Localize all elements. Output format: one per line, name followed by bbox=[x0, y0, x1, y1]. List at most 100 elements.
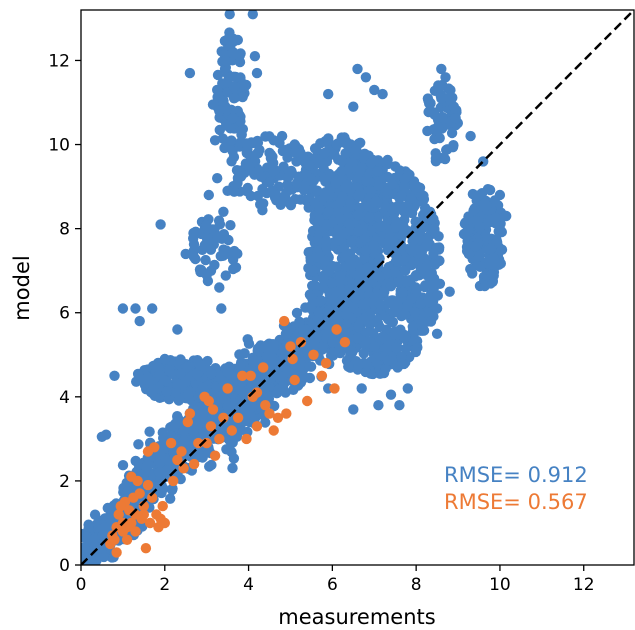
blue-data-point bbox=[277, 381, 289, 392]
blue-data-point bbox=[278, 161, 289, 172]
blue-data-point bbox=[415, 298, 426, 309]
x-axis: 0 2 4 6 8 10 12 bbox=[76, 565, 595, 595]
blue-data-point bbox=[89, 509, 101, 520]
blue-data-point bbox=[239, 348, 250, 359]
blue-data-point bbox=[409, 307, 421, 318]
blue-data-point bbox=[236, 129, 247, 140]
blue-data-point bbox=[336, 165, 347, 177]
blue-data-point bbox=[241, 185, 252, 197]
orange-data-point bbox=[331, 324, 342, 335]
blue-data-point bbox=[215, 250, 226, 262]
orange-data-point bbox=[260, 400, 271, 411]
blue-data-point bbox=[369, 84, 380, 96]
blue-data-point bbox=[281, 187, 292, 198]
blue-data-point bbox=[385, 281, 397, 292]
blue-data-point bbox=[271, 195, 282, 206]
blue-data-point bbox=[313, 215, 325, 226]
blue-data-point bbox=[212, 173, 223, 184]
blue-data-point bbox=[206, 368, 217, 379]
blue-data-point bbox=[213, 215, 225, 226]
blue-data-point bbox=[109, 370, 120, 381]
blue-data-point bbox=[260, 381, 272, 393]
blue-data-point bbox=[147, 303, 158, 314]
blue-data-point bbox=[327, 260, 338, 272]
blue-data-point bbox=[159, 375, 170, 386]
orange-data-point bbox=[302, 395, 313, 407]
blue-data-point bbox=[402, 383, 413, 394]
blue-data-point bbox=[249, 150, 260, 161]
blue-data-point bbox=[428, 213, 439, 225]
y-axis-title: model bbox=[10, 255, 34, 320]
blue-data-point bbox=[361, 358, 372, 369]
blue-data-point bbox=[490, 212, 501, 223]
blue-data-point bbox=[396, 190, 407, 201]
blue-data-point bbox=[319, 191, 330, 202]
orange-data-point bbox=[205, 421, 217, 432]
blue-data-point bbox=[148, 384, 159, 396]
blue-data-point bbox=[351, 144, 362, 155]
rmse-annotation-blue: RMSE= 0.912 bbox=[444, 463, 588, 487]
orange-data-point bbox=[295, 337, 307, 348]
blue-data-point bbox=[280, 328, 292, 340]
blue-data-point bbox=[314, 253, 326, 264]
blue-data-point bbox=[394, 400, 405, 411]
blue-data-point bbox=[309, 339, 320, 350]
orange-data-point bbox=[182, 416, 193, 428]
blue-data-point bbox=[386, 179, 398, 190]
y-tick-label: 2 bbox=[59, 472, 70, 492]
blue-data-point bbox=[283, 366, 294, 378]
blue-data-point bbox=[89, 540, 101, 552]
blue-data-point bbox=[343, 361, 354, 372]
blue-data-point bbox=[307, 280, 318, 291]
blue-data-point bbox=[214, 282, 225, 293]
blue-data-point bbox=[446, 127, 458, 139]
blue-data-point bbox=[382, 154, 393, 166]
orange-data-point bbox=[138, 509, 149, 520]
blue-data-point bbox=[382, 355, 394, 366]
x-tick-label: 8 bbox=[411, 575, 422, 595]
blue-data-point bbox=[379, 286, 390, 298]
blue-data-point bbox=[209, 135, 221, 146]
orange-data-point bbox=[316, 370, 328, 381]
blue-data-point bbox=[312, 185, 323, 196]
blue-data-point bbox=[178, 425, 190, 436]
blue-data-point bbox=[410, 216, 421, 227]
blue-data-point bbox=[369, 341, 380, 352]
blue-data-point bbox=[403, 170, 414, 182]
blue-data-point bbox=[235, 116, 246, 127]
blue-data-point bbox=[365, 157, 377, 169]
blue-data-point bbox=[180, 248, 191, 260]
blue-data-point bbox=[362, 327, 373, 338]
blue-data-point bbox=[377, 331, 388, 342]
blue-data-point bbox=[406, 293, 417, 304]
blue-data-point bbox=[140, 466, 151, 478]
blue-data-point bbox=[402, 301, 413, 312]
blue-data-point bbox=[130, 303, 141, 314]
blue-data-point bbox=[346, 237, 357, 248]
orange-data-point bbox=[142, 479, 154, 491]
blue-data-point bbox=[323, 206, 334, 217]
blue-data-point bbox=[194, 359, 206, 371]
blue-data-point bbox=[161, 386, 172, 397]
blue-data-point bbox=[304, 372, 316, 384]
blue-data-point bbox=[440, 72, 451, 83]
blue-data-point bbox=[377, 88, 388, 100]
blue-data-point bbox=[414, 182, 426, 193]
blue-data-point bbox=[212, 230, 223, 242]
blue-data-point bbox=[117, 303, 129, 314]
blue-data-point bbox=[222, 34, 233, 45]
blue-data-point bbox=[385, 389, 397, 400]
blue-data-point bbox=[475, 261, 486, 272]
blue-data-point bbox=[354, 164, 366, 175]
orange-data-point bbox=[168, 475, 179, 487]
orange-data-point bbox=[121, 534, 133, 545]
blue-data-point bbox=[243, 338, 255, 349]
blue-data-point bbox=[479, 280, 490, 292]
blue-data-point bbox=[428, 248, 439, 259]
orange-data-point bbox=[209, 450, 221, 461]
blue-data-point bbox=[372, 211, 384, 222]
orange-data-point bbox=[115, 500, 127, 512]
blue-data-point bbox=[201, 223, 212, 234]
blue-data-point bbox=[200, 254, 211, 266]
